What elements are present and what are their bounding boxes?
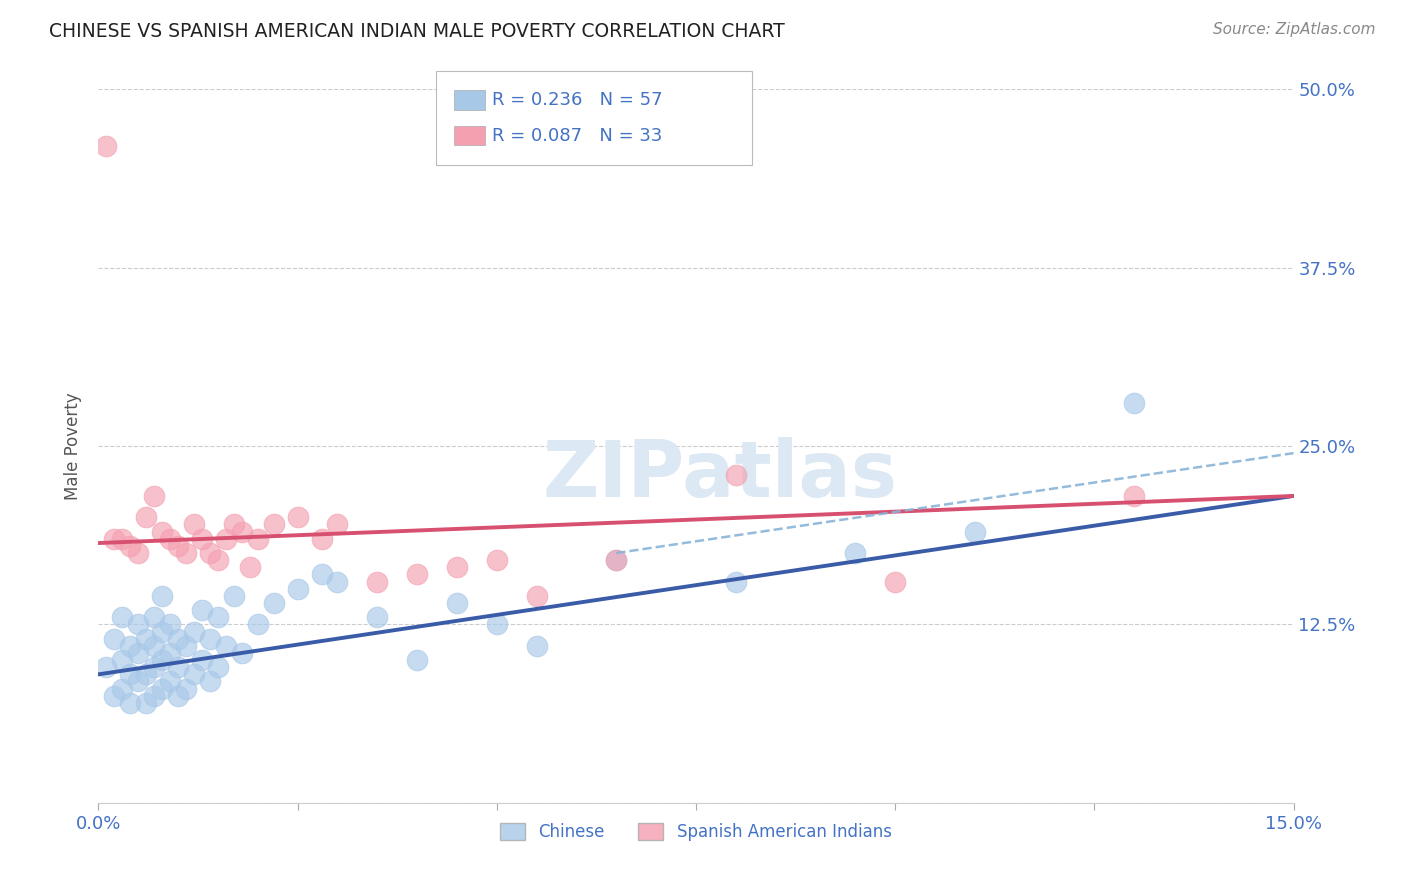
Point [159, 674, 181, 689]
Point [326, 574, 349, 589]
Point [159, 532, 181, 546]
Point [174, 546, 197, 560]
Point [183, 624, 205, 639]
Point [96, 660, 118, 674]
Point [167, 632, 190, 646]
Point [311, 532, 333, 546]
Text: ZIPatlas: ZIPatlas [543, 436, 897, 513]
Y-axis label: Male Poverty: Male Poverty [65, 392, 83, 500]
Point [287, 582, 309, 596]
Point [884, 574, 907, 589]
Point [143, 660, 166, 674]
Point [724, 467, 747, 482]
Point [215, 532, 238, 546]
Point [167, 660, 190, 674]
Point [167, 539, 190, 553]
Point [120, 667, 142, 681]
Point [111, 681, 134, 696]
Point [326, 517, 349, 532]
Point [366, 574, 388, 589]
Point [1123, 489, 1146, 503]
Point [198, 632, 221, 646]
Point [143, 610, 166, 624]
Text: Source: ZipAtlas.com: Source: ZipAtlas.com [1212, 22, 1375, 37]
Point [150, 681, 173, 696]
Point [198, 546, 221, 560]
Point [174, 681, 197, 696]
Point [191, 532, 214, 546]
Point [111, 610, 134, 624]
Point [96, 139, 118, 153]
Point [246, 532, 269, 546]
Point [526, 639, 548, 653]
Point [287, 510, 309, 524]
Point [207, 660, 229, 674]
Point [183, 667, 205, 681]
Point [127, 617, 149, 632]
Point [150, 624, 173, 639]
Point [263, 596, 285, 610]
Point [605, 553, 627, 567]
Point [605, 553, 627, 567]
Point [198, 674, 221, 689]
Point [103, 689, 125, 703]
Point [135, 510, 157, 524]
Point [143, 489, 166, 503]
Point [222, 517, 245, 532]
Point [485, 553, 508, 567]
Point [191, 653, 214, 667]
Point [231, 524, 253, 539]
Point [167, 689, 190, 703]
Point [263, 517, 285, 532]
Point [1123, 396, 1146, 410]
Point [143, 639, 166, 653]
Point [246, 617, 269, 632]
Point [406, 567, 429, 582]
Point [150, 589, 173, 603]
Point [311, 567, 333, 582]
Point [135, 696, 157, 710]
Point [111, 653, 134, 667]
Point [239, 560, 262, 574]
Point [111, 532, 134, 546]
Point [446, 596, 468, 610]
Point [183, 517, 205, 532]
Point [207, 610, 229, 624]
Point [406, 653, 429, 667]
Point [446, 560, 468, 574]
Point [143, 689, 166, 703]
Point [724, 574, 747, 589]
Point [366, 610, 388, 624]
Point [526, 589, 548, 603]
Point [120, 539, 142, 553]
Point [127, 674, 149, 689]
Point [150, 653, 173, 667]
Point [127, 546, 149, 560]
Point [120, 696, 142, 710]
Point [222, 589, 245, 603]
Text: R = 0.087   N = 33: R = 0.087 N = 33 [492, 127, 662, 145]
Point [127, 646, 149, 660]
Point [103, 532, 125, 546]
Point [485, 617, 508, 632]
Legend: Chinese, Spanish American Indians: Chinese, Spanish American Indians [494, 816, 898, 848]
Point [231, 646, 253, 660]
Point [135, 667, 157, 681]
Point [174, 639, 197, 653]
Text: CHINESE VS SPANISH AMERICAN INDIAN MALE POVERTY CORRELATION CHART: CHINESE VS SPANISH AMERICAN INDIAN MALE … [49, 22, 785, 41]
Point [159, 617, 181, 632]
Point [207, 553, 229, 567]
Point [844, 546, 866, 560]
Point [135, 632, 157, 646]
Point [103, 632, 125, 646]
Point [120, 639, 142, 653]
Point [215, 639, 238, 653]
Point [159, 646, 181, 660]
Text: R = 0.236   N = 57: R = 0.236 N = 57 [492, 91, 662, 109]
Point [191, 603, 214, 617]
Point [150, 524, 173, 539]
Point [963, 524, 986, 539]
